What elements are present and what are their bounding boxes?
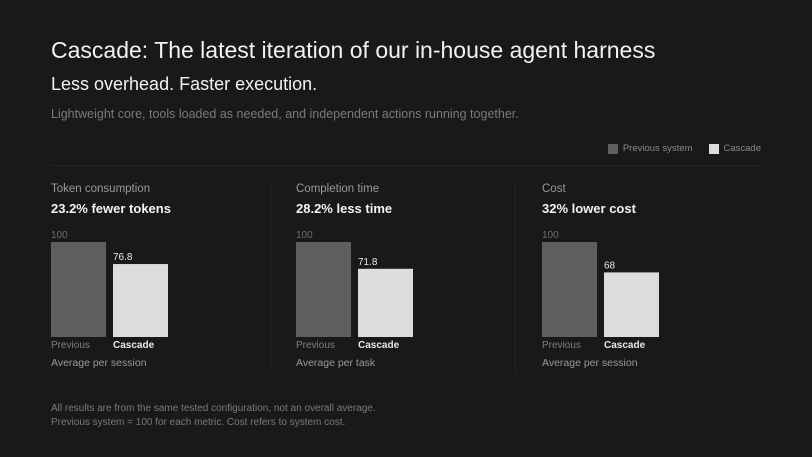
data-label-previous: 100 bbox=[542, 230, 559, 241]
bar-cascade bbox=[604, 272, 659, 337]
category-label-cascade: Cascade bbox=[604, 340, 646, 351]
panel-cost: Cost 32% lower cost 100 Previous 68 Cascade… bbox=[542, 183, 762, 373]
data-label-cascade: 76.8 bbox=[113, 252, 133, 263]
legend-label-cascade: Cascade bbox=[723, 143, 762, 154]
bar-previous bbox=[542, 242, 597, 337]
bar-chart-cost: 100 Previous 68 Cascade bbox=[542, 230, 659, 351]
data-label-previous: 100 bbox=[51, 230, 68, 241]
bar-previous bbox=[296, 242, 351, 337]
page-title: Cascade: The latest iteration of our in-… bbox=[51, 37, 656, 63]
category-label-cascade: Cascade bbox=[113, 340, 155, 351]
legend-item-cascade: Cascade bbox=[708, 143, 762, 154]
category-label-cascade: Cascade bbox=[358, 340, 400, 351]
bar-chart-token-consumption: 100 Previous 76.8 Cascade bbox=[51, 230, 168, 351]
panel-token-consumption: Token consumption 23.2% fewer tokens 100… bbox=[51, 183, 271, 373]
legend-label-previous: Previous system bbox=[622, 143, 693, 154]
category-label-previous: Previous bbox=[296, 340, 335, 351]
data-label-cascade: 71.8 bbox=[358, 257, 378, 268]
category-label-previous: Previous bbox=[542, 340, 581, 351]
metric-title: Token consumption bbox=[51, 183, 151, 195]
category-label-previous: Previous bbox=[51, 340, 90, 351]
metric-caption: Average per task bbox=[296, 357, 376, 369]
metric-headline: 28.2% less time bbox=[296, 201, 393, 216]
bar-cascade bbox=[358, 268, 413, 337]
metric-headline: 32% lower cost bbox=[542, 201, 636, 216]
metric-caption: Average per session bbox=[542, 357, 638, 369]
legend: Previous system Cascade bbox=[607, 143, 762, 154]
bar-chart-completion-time: 100 Previous 71.8 Cascade bbox=[296, 230, 413, 351]
panel-completion-time: Completion time 28.2% less time 100 Previ… bbox=[296, 183, 516, 373]
footnote-2: Previous system = 100 for each metric. C… bbox=[51, 417, 346, 428]
data-label-previous: 100 bbox=[296, 230, 313, 241]
metric-caption: Average per session bbox=[51, 357, 147, 369]
metric-headline: 23.2% fewer tokens bbox=[51, 201, 171, 216]
data-label-cascade: 68 bbox=[604, 260, 616, 271]
legend-swatch-cascade bbox=[708, 143, 719, 154]
metric-title: Cost bbox=[542, 183, 566, 195]
header-divider bbox=[51, 165, 761, 166]
metric-title: Completion time bbox=[296, 183, 380, 195]
panel-separator bbox=[515, 183, 516, 371]
bar-previous bbox=[51, 242, 106, 337]
bar-cascade bbox=[113, 264, 168, 337]
legend-item-previous: Previous system bbox=[607, 143, 693, 154]
page-subtitle: Less overhead. Faster execution. bbox=[51, 74, 318, 94]
panel-separator bbox=[270, 183, 271, 371]
legend-swatch-previous bbox=[607, 143, 618, 154]
page-description: Lightweight core, tools loaded as needed… bbox=[51, 107, 519, 121]
footnote-1: All results are from the same tested con… bbox=[51, 403, 376, 414]
